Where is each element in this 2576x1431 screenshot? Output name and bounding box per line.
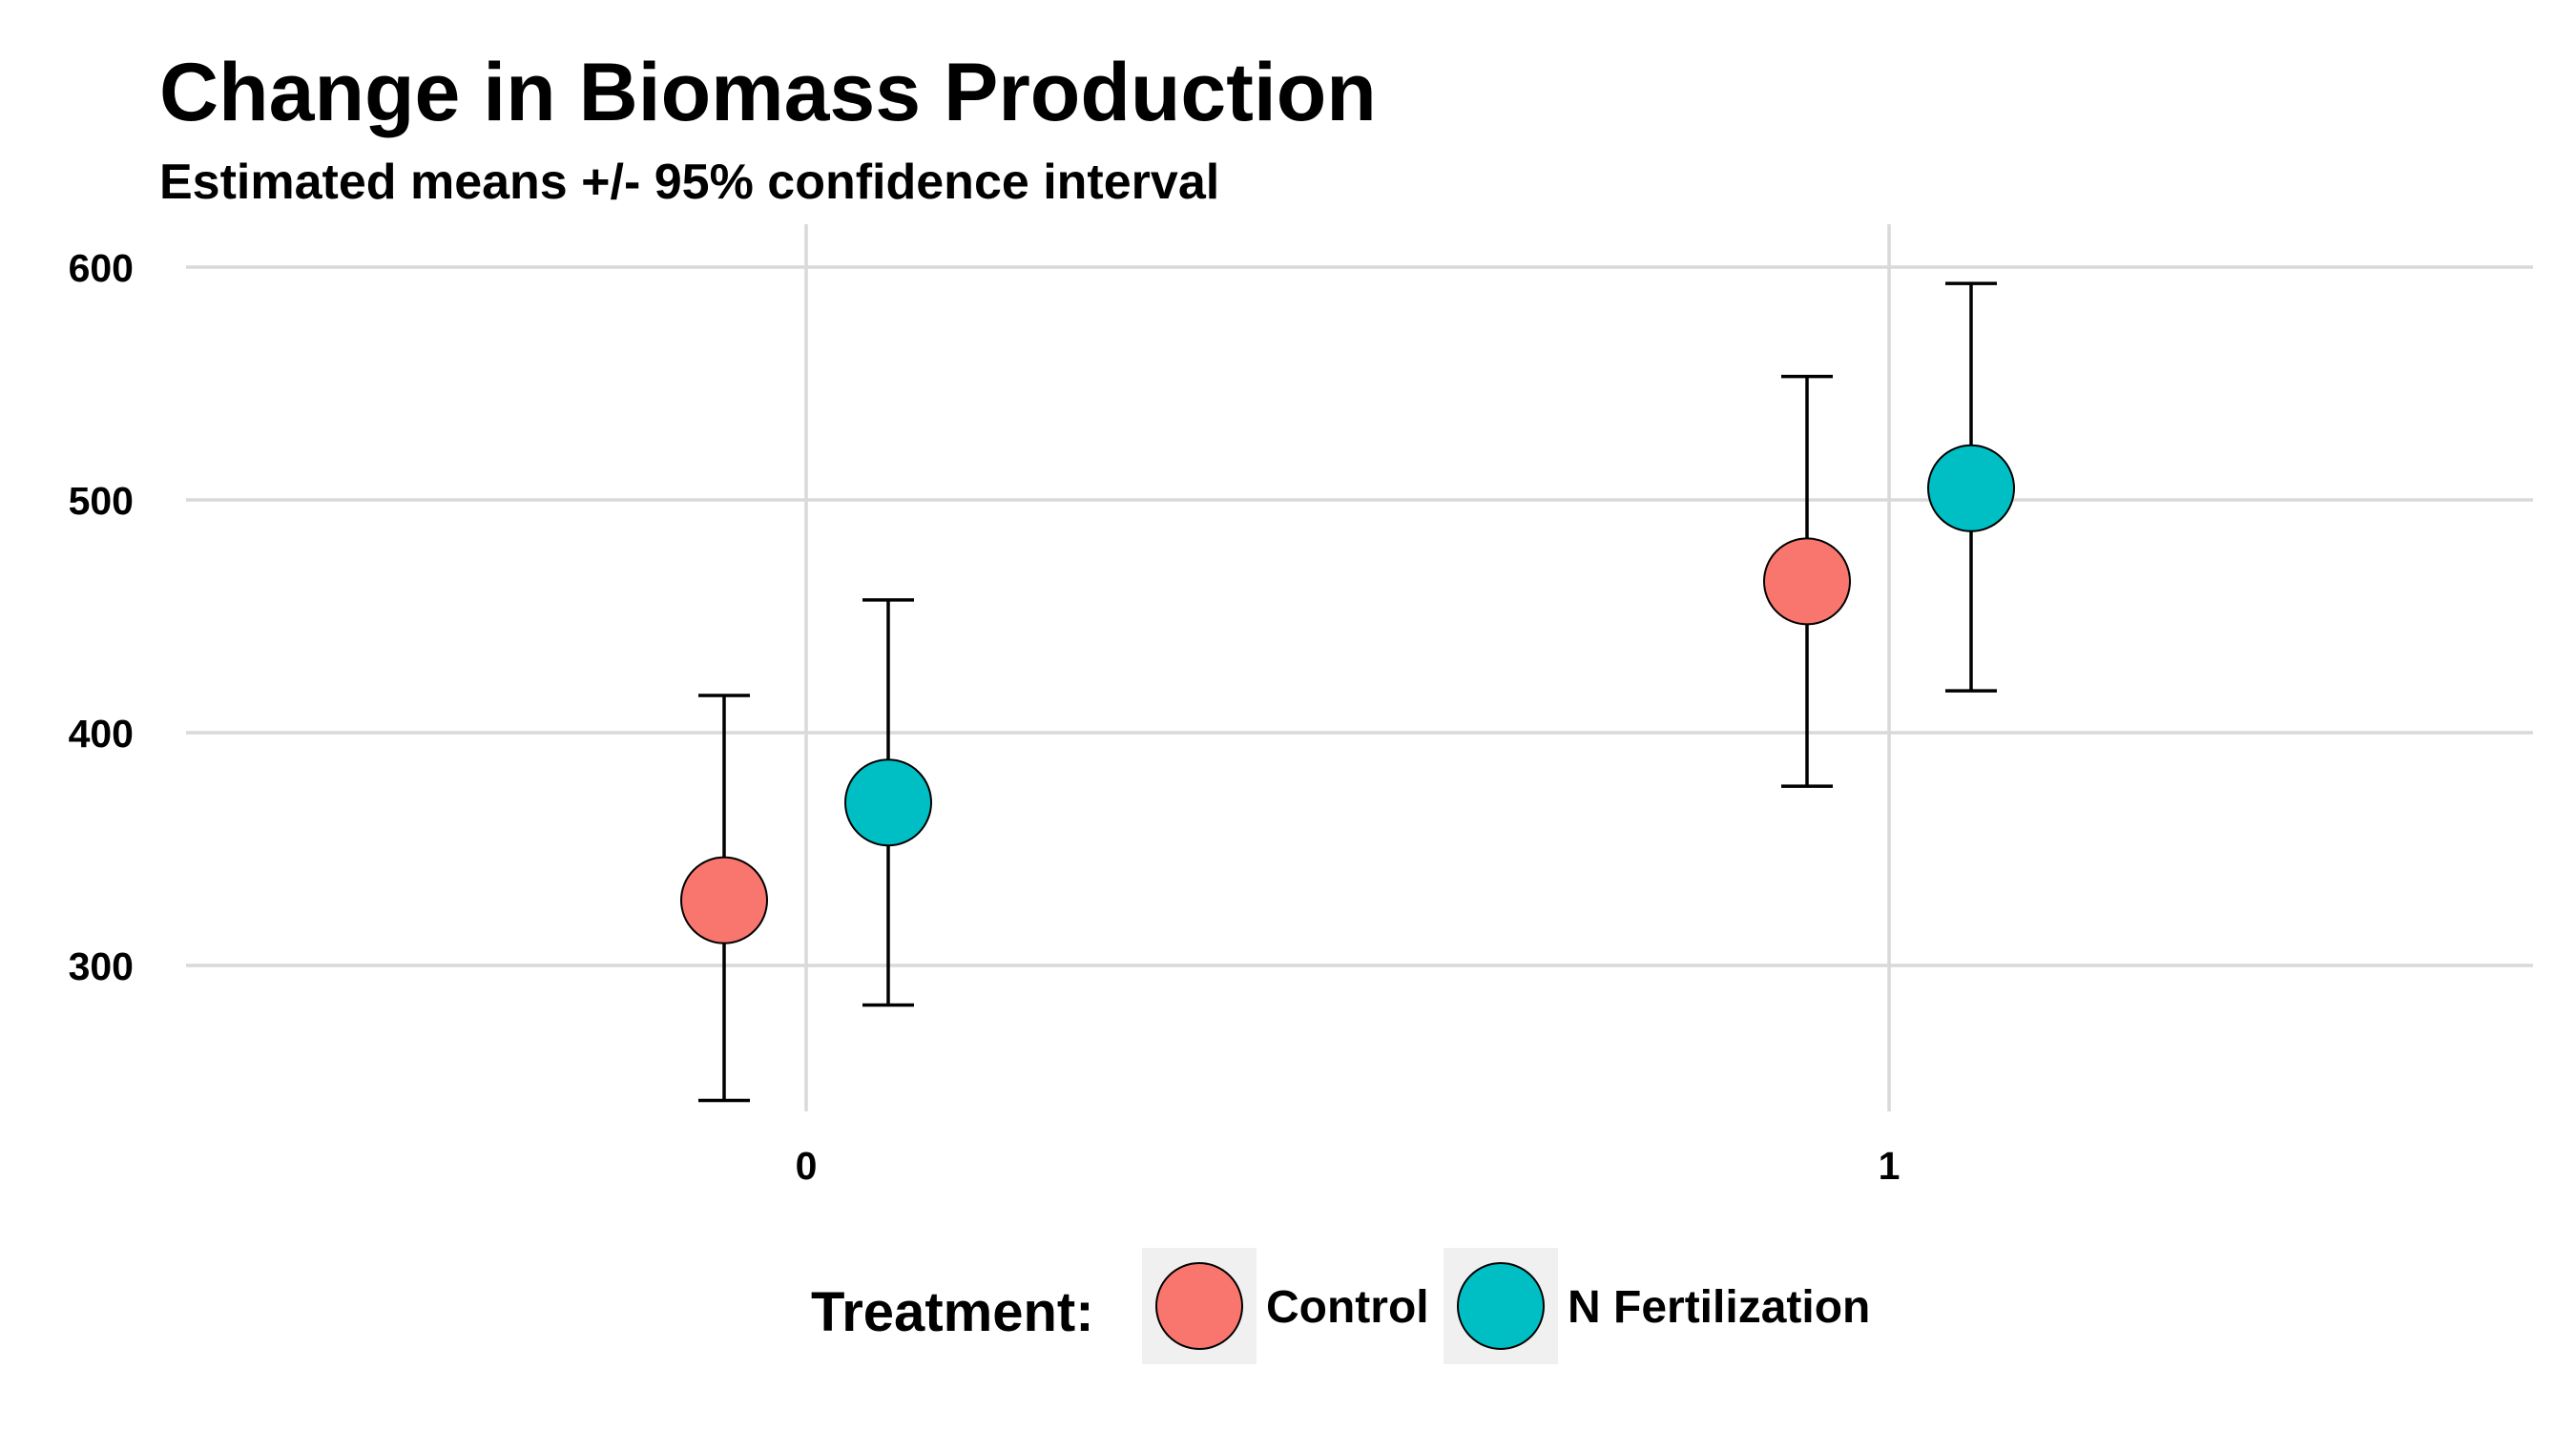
legend-item: N Fertilization <box>1444 1248 1870 1364</box>
legend-title: Treatment: <box>811 1281 1094 1343</box>
legend-label: N Fertilization <box>1568 1282 1870 1333</box>
legend-key-swatch <box>1457 1262 1545 1350</box>
legend-label: Control <box>1266 1282 1429 1333</box>
data-point <box>1927 444 2015 532</box>
x-tick-label: 0 <box>796 1144 818 1188</box>
grid-lines <box>186 224 2533 1111</box>
chart-subtitle: Estimated means +/- 95% confidence inter… <box>159 155 1219 210</box>
y-tick-label: 600 <box>69 246 134 290</box>
error-bars <box>698 281 1997 1103</box>
y-tick-label: 500 <box>69 479 134 523</box>
data-point <box>1763 537 1851 626</box>
data-points <box>680 444 2015 944</box>
y-tick-label: 300 <box>69 944 134 988</box>
data-point <box>844 758 932 847</box>
legend-item: Control <box>1142 1248 1429 1364</box>
chart-title: Change in Biomass Production <box>159 47 1377 138</box>
x-tick-label: 1 <box>1879 1144 1901 1188</box>
legend-key-swatch <box>1155 1262 1243 1350</box>
y-tick-label: 400 <box>69 712 134 756</box>
legend: Treatment: Control N Fertilization <box>811 1248 1870 1364</box>
data-point <box>680 856 768 944</box>
y-axis-ticks: 300 400 500 600 <box>69 246 134 988</box>
